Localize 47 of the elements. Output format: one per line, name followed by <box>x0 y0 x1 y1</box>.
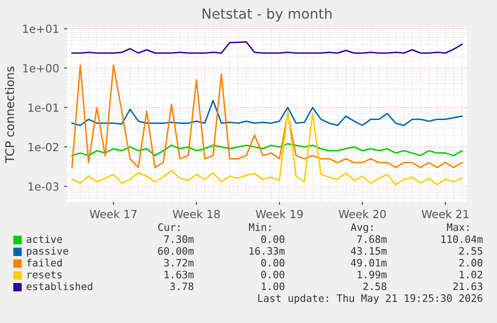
y-tick-label: 1e-01 <box>28 103 58 112</box>
text: 1.02 <box>460 270 482 278</box>
line-series <box>71 100 463 126</box>
text: 7.30m <box>164 235 194 243</box>
chart-title: Netstat - by month <box>202 8 332 22</box>
y-tick-label: 1e-03 <box>28 182 58 191</box>
x-tick-label: Week 21 <box>422 210 468 218</box>
text: Min: <box>249 223 271 231</box>
text: Cur: <box>158 223 180 231</box>
text: 16.33m <box>250 247 285 255</box>
text: 21.63 <box>453 282 482 290</box>
text: 2.55 <box>459 247 482 255</box>
text: 7.68m <box>357 235 387 243</box>
legend-label: active <box>26 235 62 243</box>
x-tick-label: Week 18 <box>172 210 220 218</box>
text: 49.01m <box>350 258 387 267</box>
text: 2.00 <box>459 258 482 267</box>
text: 0.00 <box>261 258 284 267</box>
x-tick-label: Week 20 <box>338 210 386 218</box>
text: 1.99m <box>358 270 387 278</box>
legend-label: established <box>26 282 92 290</box>
y-tick-label: 1e+00 <box>23 64 59 72</box>
legend-label: resets <box>28 271 62 278</box>
text: Last update: Thu May 21 19:25:30 2026 <box>258 294 482 304</box>
legend-label: failed <box>26 258 62 267</box>
text: 3.78 <box>170 282 194 290</box>
text: Max: <box>447 223 469 231</box>
y-tick-label: 1e+01 <box>23 24 58 34</box>
text: 0.00 <box>261 270 284 278</box>
line-series <box>71 41 463 54</box>
line-series <box>71 110 463 186</box>
text: 43.15m <box>350 247 387 255</box>
text: 0.00 <box>261 235 284 243</box>
text: 1.63m <box>164 270 194 278</box>
text: 2.58 <box>363 282 386 290</box>
text: 1.00 <box>262 282 284 290</box>
text: 60.00m <box>158 247 194 255</box>
line-series <box>71 143 463 156</box>
line-series <box>71 64 463 168</box>
y-tick-label: 1e-02 <box>28 142 58 152</box>
x-tick-label: Week 17 <box>90 210 137 218</box>
y-axis-title: TCP connections <box>5 66 14 163</box>
legend-label: passive <box>26 246 68 257</box>
text: 110.04m <box>441 235 483 243</box>
text: Avg: <box>350 223 373 233</box>
text: 3.72m <box>164 258 194 267</box>
x-tick-label: Week 19 <box>256 210 303 218</box>
